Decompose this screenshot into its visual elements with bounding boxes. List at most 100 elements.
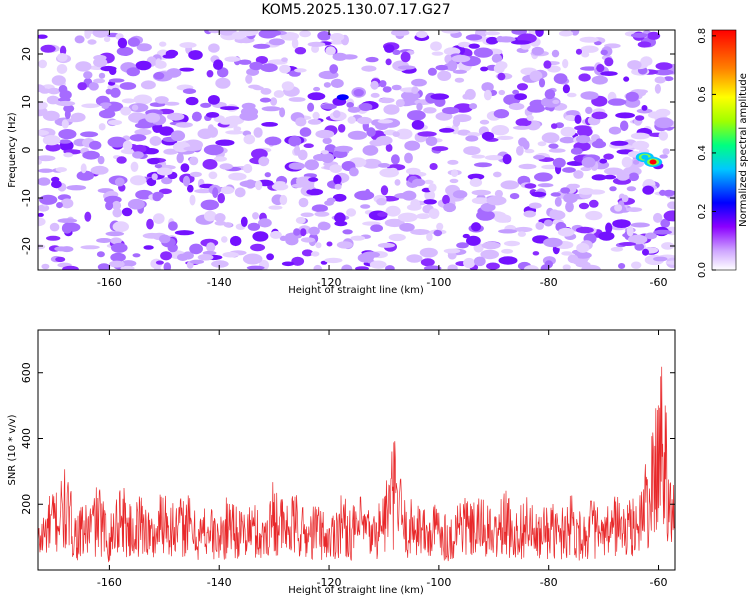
heatmap-cell: [130, 161, 139, 172]
heatmap-cell: [377, 119, 393, 124]
heatmap-cell: [385, 143, 393, 152]
heatmap-cell: [185, 96, 199, 106]
heatmap-cell: [531, 191, 547, 197]
heatmap-cell: [74, 35, 85, 44]
heatmap-cell: [332, 52, 348, 61]
heatmap-cell: [491, 125, 510, 136]
heatmap-cell: [435, 111, 453, 121]
heatmap-cell: [253, 43, 271, 49]
heatmap-cell: [595, 138, 604, 147]
heatmap-cell: [391, 154, 400, 165]
heatmap-cell: [553, 73, 568, 84]
heatmap-cell: [395, 99, 405, 108]
heatmap-cell: [255, 180, 263, 191]
heatmap-cell: [382, 86, 392, 93]
heatmap-cell: [565, 201, 574, 213]
heatmap-cell: [274, 181, 286, 186]
heatmap-cell: [121, 207, 133, 217]
heatmap-cell: [214, 213, 226, 223]
heatmap-cell: [128, 103, 149, 113]
heatmap-cell: [151, 173, 158, 181]
heatmap-cell: [548, 148, 566, 153]
heatmap-cell: [662, 148, 670, 155]
heatmap-cell: [417, 131, 437, 137]
heatmap-cell: [581, 264, 601, 270]
heatmap-cell: [207, 95, 220, 105]
heatmap-cell: [333, 174, 342, 185]
heatmap-cell: [497, 72, 506, 81]
heatmap-cell: [55, 100, 76, 107]
heatmap-cell: [259, 97, 272, 103]
heatmap-cell: [176, 152, 184, 164]
heatmap-cell: [119, 82, 137, 90]
heatmap-cell: [159, 41, 167, 47]
heatmap-cell: [603, 153, 614, 160]
heatmap-cell: [630, 132, 650, 140]
heatmap-cell: [334, 183, 342, 190]
heatmap-cell: [561, 251, 573, 256]
colorbar-tick-label: 0.0: [697, 262, 708, 278]
heatmap-cell: [62, 265, 79, 270]
heatmap-cell: [261, 106, 281, 112]
heatmap-cell: [658, 131, 669, 141]
heatmap-cell: [491, 53, 503, 63]
heatmap-cell: [503, 240, 521, 247]
heatmap-y-tick-label: -20: [20, 237, 33, 255]
heatmap-cell: [451, 54, 471, 63]
heatmap-cell: [110, 87, 121, 98]
heatmap-cell: [397, 212, 418, 222]
heatmap-x-tick-label: -120: [317, 276, 342, 289]
colorbar-tick-label: 0.8: [697, 28, 708, 44]
heatmap-cell: [155, 58, 162, 67]
heatmap-cell: [380, 185, 389, 196]
heatmap-cell: [307, 92, 326, 101]
heatmap-cell: [358, 103, 373, 111]
heatmap-cell: [618, 263, 626, 269]
heatmap-cell: [625, 207, 643, 213]
heatmap-cell: [441, 30, 461, 34]
heatmap-cell: [483, 89, 492, 101]
heatmap-cell: [607, 98, 627, 106]
heatmap-cell: [391, 30, 410, 37]
heatmap-cell: [81, 103, 100, 109]
heatmap-cell: [632, 159, 640, 165]
heatmap-cell: [93, 78, 106, 84]
heatmap-cell: [388, 233, 406, 242]
heatmap-cell: [369, 260, 387, 269]
heatmap-cell: [500, 180, 520, 190]
heatmap-cell: [514, 226, 533, 233]
colorbar-tick-label: 0.6: [697, 86, 708, 102]
heatmap-cell: [484, 31, 501, 36]
heatmap-cell: [466, 235, 481, 246]
heatmap-cell: [585, 210, 603, 221]
heatmap-cell: [279, 235, 288, 241]
heatmap-cell: [511, 30, 527, 35]
heatmap-cell: [112, 208, 122, 218]
heatmap-cell: [404, 152, 413, 164]
heatmap-cell: [243, 134, 256, 145]
heatmap-cell: [498, 229, 518, 234]
heatmap-cell: [215, 139, 235, 146]
heatmap-cell: [585, 106, 593, 114]
heatmap-cell: [610, 246, 624, 252]
heatmap-cell: [523, 265, 539, 270]
heatmap-cell: [463, 257, 476, 269]
heatmap-cell: [370, 224, 383, 232]
heatmap-cell: [541, 96, 561, 108]
heatmap-cell: [423, 107, 437, 114]
heatmap-cell: [288, 162, 305, 170]
heatmap-cell: [228, 172, 247, 181]
heatmap-cell: [564, 114, 577, 121]
heatmap-cell: [135, 60, 152, 71]
heatmap-cell: [375, 121, 389, 130]
heatmap-cell: [46, 235, 61, 241]
heatmap-x-tick-label: -140: [207, 276, 232, 289]
heatmap-cell: [378, 97, 395, 104]
snr-y-ticks: 200 400 600: [20, 362, 675, 515]
heatmap-cell: [512, 89, 519, 95]
heatmap-cell: [38, 59, 47, 69]
heatmap-cell: [580, 166, 592, 172]
heatmap-cell: [537, 183, 554, 188]
heatmap-cell: [575, 48, 583, 55]
heatmap-cell: [222, 251, 239, 258]
